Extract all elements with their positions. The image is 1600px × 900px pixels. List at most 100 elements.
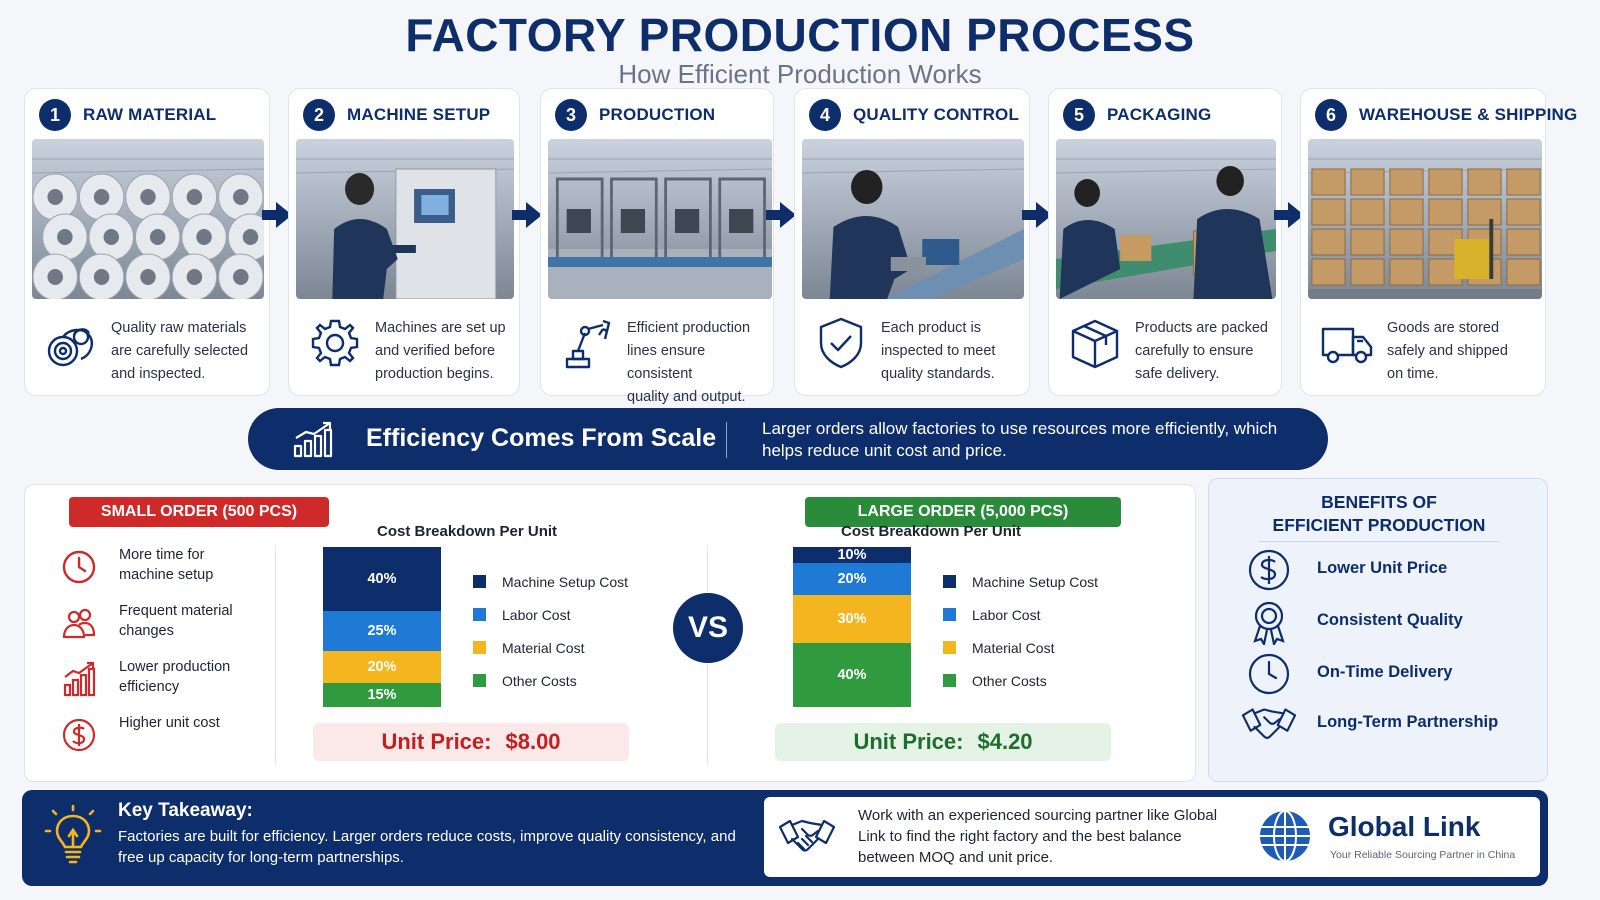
packing-photo [1056,139,1276,299]
step-title: RAW MATERIAL [83,105,217,124]
legend-item: Labor Cost [473,598,628,631]
legend-label: Other Costs [502,672,577,689]
brand-name: Global Link [1328,811,1481,842]
step-description: Goods are stored safely and shipped on t… [1387,320,1508,382]
legend-swatch [943,641,956,654]
benefit-label: Lower Unit Price [1317,559,1448,577]
step-header: 1 RAW MATERIAL [39,99,216,131]
step-number-badge: 4 [809,99,841,131]
banner-title: Efficiency Comes From Scale [366,424,717,452]
large-chart-title: Cost Breakdown Per Unit [841,523,1022,540]
bar-segment: 20% [323,651,441,683]
legend-label: Material Cost [972,639,1055,656]
bar-segment: 20% [793,563,911,595]
step-title: QUALITY CONTROL [853,105,1020,124]
legend-swatch [473,575,486,588]
bar-segment: 10% [793,547,911,563]
legend-swatch [943,608,956,621]
flow-arrow-icon [512,202,542,228]
legend-label: Machine Setup Cost [972,573,1099,590]
dollar-icon [62,718,96,752]
people-icon [62,608,96,639]
step-number-badge: 2 [303,99,335,131]
warehouse-photo [1308,139,1542,299]
step-number-badge: 6 [1315,99,1347,131]
drawback-text: Higher unit cost [119,715,220,731]
takeaway-text: Factories are built for efficiency. Larg… [118,828,736,866]
banner-text: Larger orders allow factories to use res… [762,419,1278,460]
process-step-card: 1 RAW MATERIAL Quality raw materials are c… [24,88,270,396]
legend-item: Material Cost [473,631,628,664]
legend-label: Labor Cost [972,606,1041,623]
small-order-drawbacks: More time for machine setup Frequent mate… [61,545,281,769]
legend-label: Machine Setup Cost [502,573,629,590]
bar-segment: 40% [793,643,911,707]
step-number-badge: 3 [555,99,587,131]
drawback-item: Lower production efficiency [61,657,281,713]
flow-arrow-icon [262,202,292,228]
machine-operator-photo [296,139,514,299]
handshake-icon [1241,708,1297,740]
flow-arrow-icon [766,202,796,228]
price-label: Unit Price: [853,729,964,754]
drawback-text: Lower production efficiency [119,659,231,695]
benefit-label: On-Time Delivery [1317,663,1453,681]
legend-label: Labor Cost [502,606,571,623]
small-unit-price: Unit Price: $8.00 [313,723,629,761]
truck-icon [1321,327,1373,364]
legend-item: Other Costs [943,664,1098,697]
inspection-photo [802,139,1024,299]
clock-icon [62,550,96,584]
legend-item: Other Costs [473,664,628,697]
bar-segment: 25% [323,611,441,651]
partner-text: Work with an experienced sourcing partne… [858,807,1218,866]
large-chart-legend: Machine Setup Cost Labor Cost Material Cos… [943,565,1098,697]
order-comparison: SMALL ORDER (500 PCS) LARGE ORDER (5,000… [24,484,1196,782]
step-description: Products are packed carefully to ensure … [1135,320,1268,382]
vs-badge: VS [673,593,743,663]
small-chart-title: Cost Breakdown Per Unit [377,523,558,540]
steel-coils-photo [32,139,264,299]
legend-item: Labor Cost [943,598,1098,631]
benefit-label: Consistent Quality [1317,611,1463,629]
benefit-item: Consistent Quality [1241,599,1541,645]
legend-label: Material Cost [502,639,585,656]
page-title: FACTORY PRODUCTION PROCESS [405,9,1195,61]
material-coils-icon [47,328,93,367]
clock-icon [1248,653,1290,695]
step-title: MACHINE SETUP [347,105,491,124]
box-icon [1071,319,1119,369]
page-subtitle: How Efficient Production Works [618,59,982,89]
shield-check-icon [819,317,863,369]
benefit-item: On-Time Delivery [1241,651,1541,697]
dollar-circle-icon [1248,549,1290,591]
step-title: WAREHOUSE & SHIPPING [1359,105,1578,124]
legend-label: Other Costs [972,672,1047,689]
benefit-item: Lower Unit Price [1241,547,1541,593]
flow-arrow-icon [1022,202,1052,228]
small-order-stacked-bar: 40% 25% 20% 15% [323,547,441,707]
legend-item: Machine Setup Cost [943,565,1098,598]
partner-card: Work with an experienced sourcing partne… [764,797,1540,877]
drawback-item: More time for machine setup [61,545,281,601]
legend-item: Material Cost [943,631,1098,664]
bar-segment: 40% [323,547,441,611]
takeaway-title: Key Takeaway: [118,800,253,821]
step-header: 2 MACHINE SETUP [303,99,490,131]
efficiency-banner: Efficiency Comes From Scale Larger order… [248,408,1328,470]
small-chart-legend: Machine Setup Cost Labor Cost Material Cos… [473,565,628,697]
drawback-text: Frequent material changes [119,603,233,639]
globe-logo-icon [1260,810,1310,862]
step-description: Machines are set up and verified before … [375,320,506,382]
drawback-text: More time for machine setup [119,547,214,583]
step-header: 4 QUALITY CONTROL [809,99,1019,131]
step-description: Each product is inspected to meet qualit… [881,320,996,382]
bar-chart-icon [63,661,96,697]
large-unit-price: Unit Price: $4.20 [775,723,1111,761]
legend-swatch [943,674,956,687]
growth-chart-icon [293,421,333,458]
step-header: 5 PACKAGING [1063,99,1211,131]
brand-tagline: Your Reliable Sourcing Partner in China [1330,849,1516,861]
price-value: $4.20 [977,729,1033,754]
divider [1259,541,1499,542]
